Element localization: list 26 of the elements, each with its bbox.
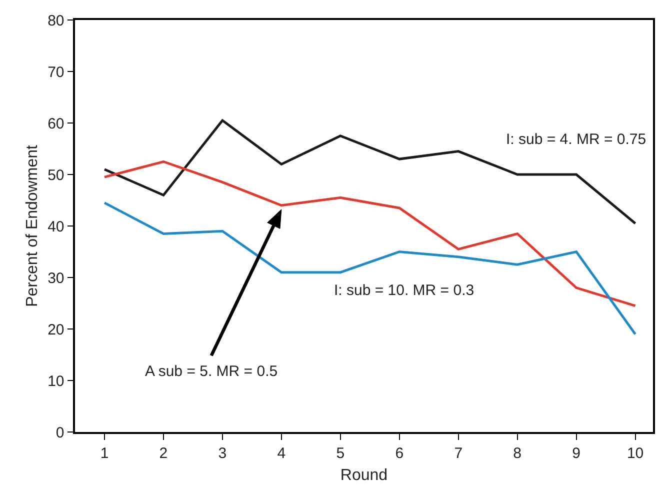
x-tick-label: 10 [626,444,644,462]
x-tick-label: 6 [395,444,404,462]
y-tick-label: 60 [48,115,64,132]
y-tick-label: 40 [48,218,64,236]
y-tick-label: 50 [48,166,64,184]
x-tick-label: 4 [277,444,286,462]
x-tick-label: 1 [100,444,109,462]
x-tick-label: 8 [513,444,522,462]
x-tick-label: 9 [572,444,580,462]
line-series [103,160,637,308]
y-tick-label: 20 [48,321,64,338]
series-label: I: sub = 10. MR = 0.3 [334,282,474,299]
y-tick-label: 80 [48,12,64,30]
annotation: A sub = 5. MR = 0.5 [145,363,278,380]
x-tick-label: 5 [336,444,345,462]
line-series [103,202,637,336]
y-tick-label: 70 [48,64,64,81]
x-axis-title: Round [340,466,388,484]
x-tick-label: 2 [159,444,168,462]
y-tick-label: 0 [56,424,64,442]
series-label: I: sub = 4. MR = 0.75 [506,131,646,148]
x-tick-label: 3 [218,444,227,462]
y-tick-label: 10 [48,372,64,390]
y-axis-title: Percent of Endowment [24,144,41,307]
x-tick-label: 7 [454,444,463,462]
y-tick-label: 30 [48,270,64,287]
